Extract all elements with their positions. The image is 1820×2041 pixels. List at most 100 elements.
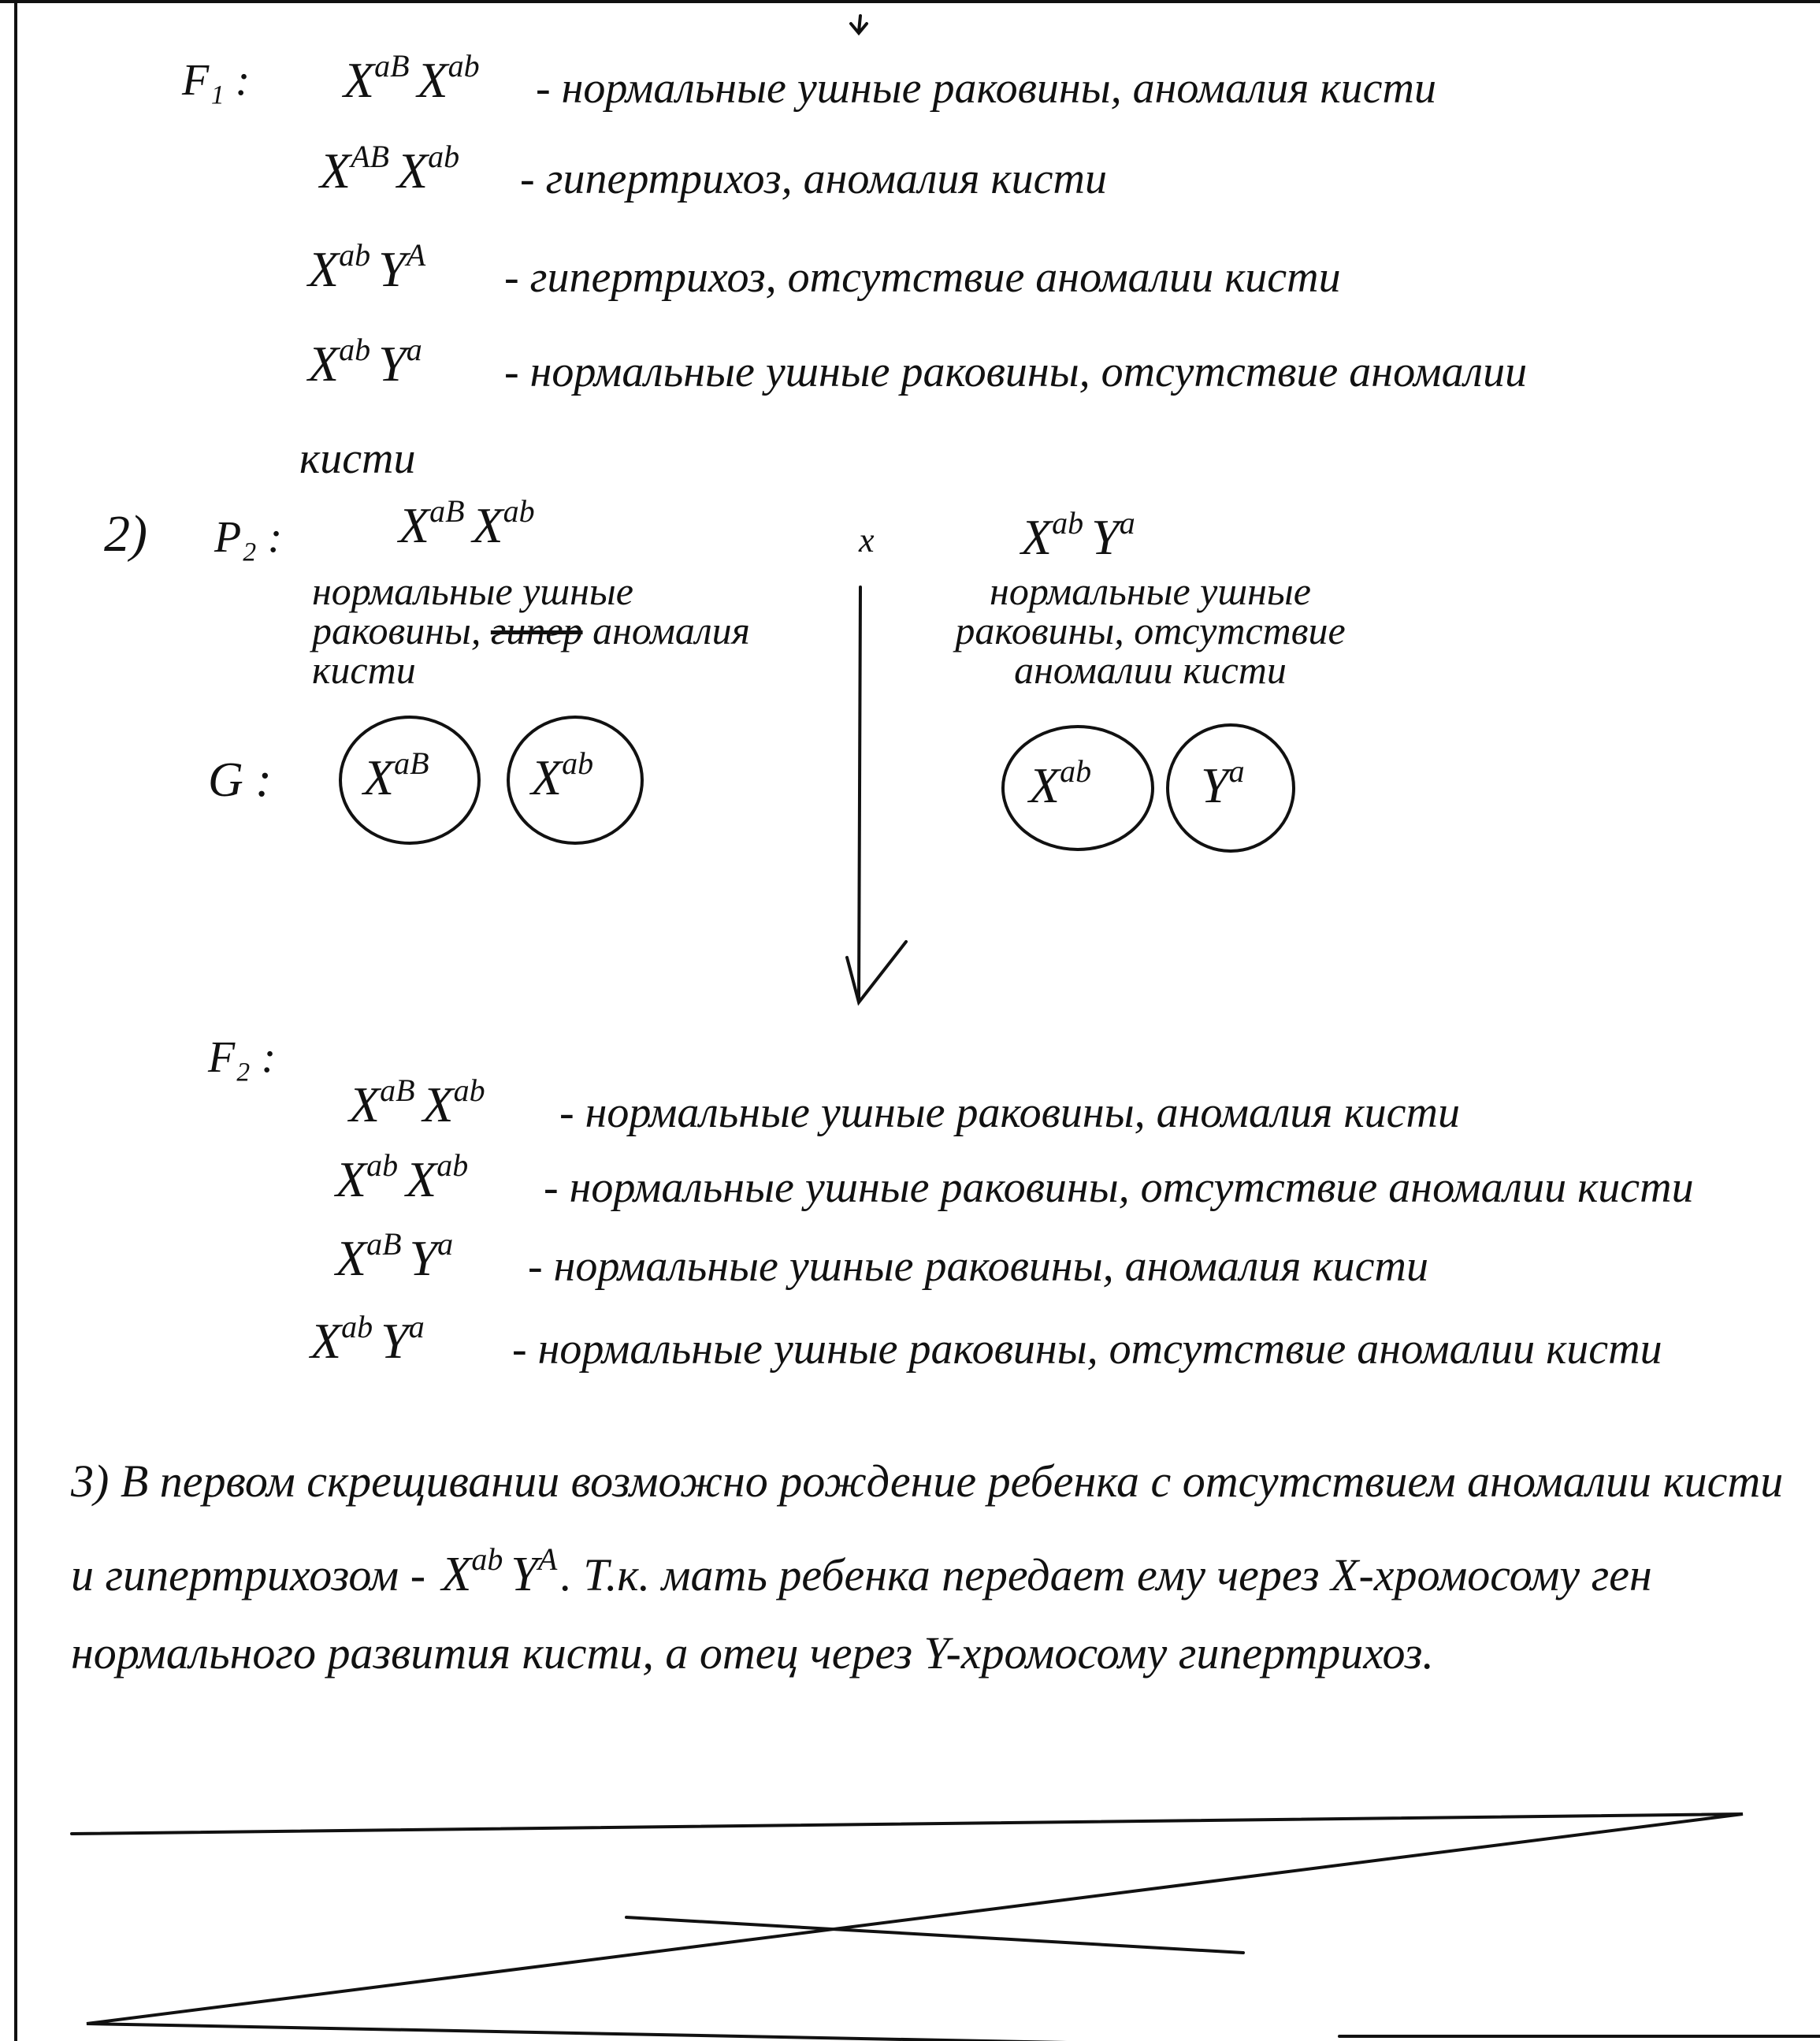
allele: ab <box>428 139 460 174</box>
gamete-circle <box>507 716 644 845</box>
chromosome: X <box>406 1151 437 1207</box>
struck-text: гипер <box>490 608 583 652</box>
chromosome: X <box>441 1548 472 1601</box>
gamete: Xab <box>1024 753 1094 815</box>
genotype: XAB Xab <box>315 138 462 200</box>
description: - нормальные ушные раковины, отсутствие … <box>512 1325 1662 1374</box>
allele: ab <box>366 1147 399 1183</box>
father-genotype: Xab Ya <box>1016 504 1138 567</box>
allele: ab <box>448 48 480 84</box>
allele: aB <box>366 1226 402 1262</box>
description: - нормальные ушные раковины, отсутствие … <box>544 1163 1694 1212</box>
chromosome: Y <box>1091 509 1120 565</box>
z-strike <box>70 1812 1744 2041</box>
allele: A <box>537 1541 558 1577</box>
gamete-circle <box>1166 723 1295 853</box>
f2-label: F₂ : <box>208 1033 277 1082</box>
allele: ab <box>436 1147 469 1183</box>
gamete-circle <box>339 716 481 845</box>
chromosome: X <box>308 241 340 297</box>
chromosome: X <box>320 143 351 199</box>
chromosome: X <box>422 1076 454 1132</box>
chromosome: X <box>399 497 430 553</box>
description: - гипертрихоз, аномалия кисти <box>520 154 1107 203</box>
allele: a <box>1119 505 1135 541</box>
chromosome: Y <box>378 336 407 392</box>
chromosome: Y <box>378 241 407 297</box>
arrow-head <box>845 940 908 1006</box>
chromosome: Y <box>381 1313 409 1369</box>
chromosome: X <box>417 52 448 108</box>
mother-phenotype: нормальные ушные раковины, гипер аномали… <box>312 571 769 690</box>
description: - нормальные ушные раковины, отсутствие … <box>504 348 1528 396</box>
chromosome: X <box>472 497 503 553</box>
genotype: XaB Xab <box>344 1072 488 1134</box>
chromosome: X <box>308 336 340 392</box>
arrow-line <box>857 586 862 1002</box>
allele: aB <box>380 1073 415 1108</box>
allele: aB <box>429 493 465 529</box>
description-continued: кисти <box>299 434 416 483</box>
genotype: XaB Xab <box>339 47 483 110</box>
allele: a <box>406 332 422 367</box>
allele: a <box>437 1226 454 1262</box>
p2-label: P₂ : <box>214 513 283 562</box>
genotype: Xab Xab <box>331 1147 471 1209</box>
allele: ab <box>339 332 371 367</box>
f1-label: F₁ : <box>182 56 251 105</box>
answer-text: . Т.к. мать ребенка передает ему через X… <box>71 1549 1652 1679</box>
allele: a <box>408 1309 425 1344</box>
z-strike <box>625 1916 1245 1954</box>
gamete-circle <box>1001 725 1154 851</box>
chromosome: X <box>363 749 395 805</box>
chromosome: Y <box>511 1548 538 1601</box>
allele: ab <box>471 1541 503 1577</box>
allele: aB <box>394 745 429 781</box>
phenotype-text: аномалия кисти <box>312 608 750 692</box>
genotype: XaB Ya <box>331 1225 456 1288</box>
allele: ab <box>503 493 535 529</box>
allele: AB <box>351 139 389 174</box>
chromosome: X <box>1029 757 1060 813</box>
answer-paragraph: 3) В первом скрещивании возможно рождени… <box>71 1442 1804 1692</box>
father-phenotype: нормальные ушные раковины, отсутствие ан… <box>955 569 1346 692</box>
answer-genotype: Xab YA <box>437 1541 561 1601</box>
chromosome: Y <box>1201 757 1229 813</box>
chromosome: Y <box>409 1230 438 1286</box>
allele: ab <box>1060 753 1092 789</box>
gamete: Ya <box>1196 753 1248 815</box>
chromosome: X <box>310 1313 342 1369</box>
chromosome: X <box>531 749 563 805</box>
chromosome: X <box>336 1151 367 1207</box>
phenotype-text: нормальные ушные раковины, <box>312 569 633 652</box>
description: - гипертрихоз, отсутствие аномалии кисти <box>504 253 1341 302</box>
chromosome: X <box>344 52 375 108</box>
gametes-label: G : <box>208 753 272 807</box>
description: - нормальные ушные раковины, аномалия ки… <box>528 1242 1428 1291</box>
description: - нормальные ушные раковины, аномалия ки… <box>559 1088 1460 1137</box>
chromosome: X <box>396 143 429 199</box>
answer-text: 3) В первом скрещивании возможно рождени… <box>71 1455 1784 1600</box>
genotype: Xab Ya <box>303 331 425 393</box>
cross-sign: x <box>859 521 875 560</box>
genotype: Xab YA <box>303 236 429 299</box>
mother-genotype: XaB Xab <box>394 493 538 555</box>
item-number: 2) <box>104 505 147 563</box>
genotype: Xab Ya <box>306 1308 428 1370</box>
description: - нормальные ушные раковины, аномалия ки… <box>536 64 1436 113</box>
caret <box>849 14 868 36</box>
allele: A <box>406 237 426 273</box>
gamete: XaB <box>358 745 433 807</box>
allele: ab <box>341 1309 373 1344</box>
chromosome: X <box>1021 509 1053 565</box>
allele: aB <box>374 48 410 84</box>
gamete: Xab <box>526 745 596 807</box>
chromosome: X <box>349 1076 381 1132</box>
allele: ab <box>453 1073 485 1108</box>
allele: ab <box>1052 505 1084 541</box>
allele: ab <box>562 745 594 781</box>
allele: a <box>1228 753 1245 789</box>
chromosome: X <box>336 1230 367 1286</box>
